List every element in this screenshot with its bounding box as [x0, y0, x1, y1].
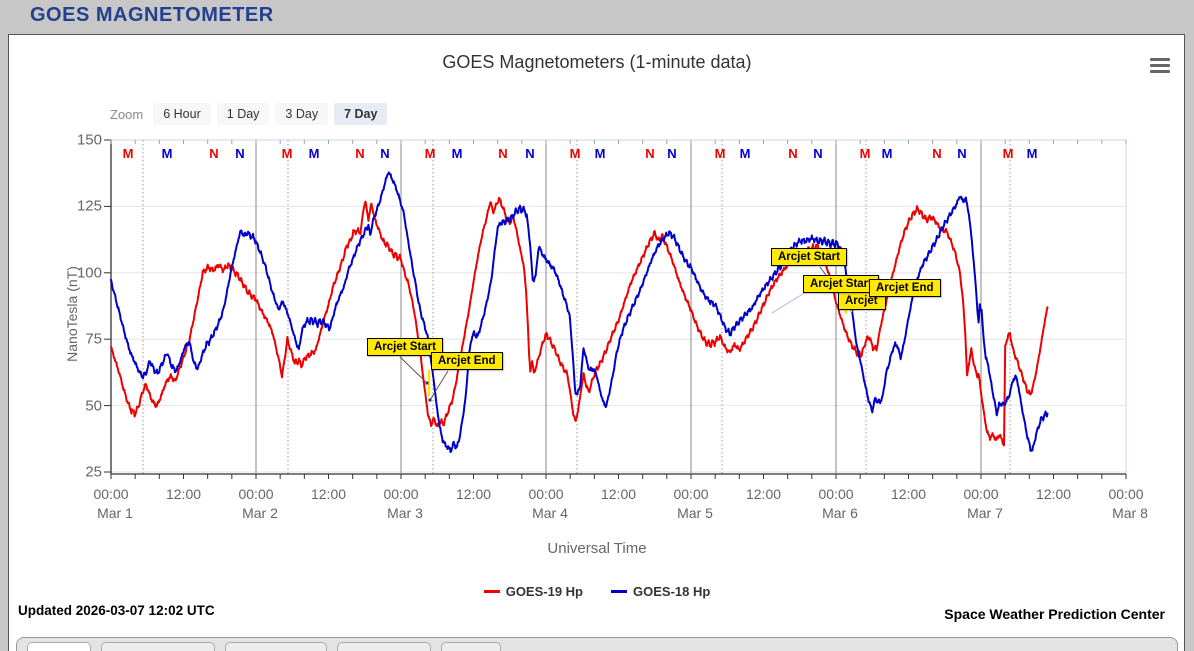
x-tick-0000-mar-3: 00:00 [383, 486, 419, 502]
bottom-tab-4[interactable] [441, 642, 501, 651]
zoom-range-button-1-day[interactable]: 1 Day [216, 103, 270, 125]
hamburger-bar [1150, 58, 1170, 61]
satellite-marker-m-goes-18: M [451, 146, 463, 161]
x-tick-day-mar-3: Mar 3 [387, 505, 423, 521]
satellite-marker-n-goes-19: N [498, 146, 508, 161]
satellite-marker-n-goes-18: N [667, 146, 677, 161]
hamburger-bar [1150, 64, 1170, 67]
legend: GOES-19 Hp GOES-18 Hp [0, 584, 1194, 599]
satellite-marker-n-goes-18: N [235, 146, 245, 161]
x-tick-0000-mar-4: 00:00 [528, 486, 564, 502]
satellite-marker-m-goes-19: M [1002, 146, 1014, 161]
satellite-marker-n-goes-19: N [209, 146, 219, 161]
zoom-range-toolbar: Zoom 6 Hour 1 Day 3 Day 7 Day [110, 103, 388, 125]
x-tick-day-mar-2: Mar 2 [242, 505, 278, 521]
satellite-marker-m-goes-19: M [859, 146, 871, 161]
zoom-label: Zoom [110, 106, 144, 122]
bottom-tab-0[interactable] [27, 642, 91, 651]
satellite-marker-n-goes-18: N [380, 146, 390, 161]
annotation-label-arcjet-start[interactable]: Arcjet Start [803, 275, 879, 293]
x-tick-0000-mar-1: 00:00 [93, 486, 129, 502]
x-tick-day-mar-8: Mar 8 [1112, 505, 1148, 521]
annotation-label-arcjet-start[interactable]: Arcjet Start [771, 248, 847, 266]
annotation-label-arcjet-end[interactable]: Arcjet End [869, 279, 941, 297]
y-tick-label-50: 50 [85, 397, 102, 415]
x-tick-1200: 12:00 [165, 486, 202, 502]
x-tick-day-mar-4: Mar 4 [532, 505, 568, 521]
x-tick-0000-mar-6: 00:00 [818, 486, 854, 502]
zoom-range-button-7-day[interactable]: 7 Day [334, 103, 388, 125]
hamburger-bar [1150, 70, 1170, 73]
satellite-marker-n-goes-18: N [525, 146, 535, 161]
satellite-marker-n-goes-19: N [932, 146, 942, 161]
satellite-marker-n-goes-18: N [957, 146, 967, 161]
satellite-marker-m-goes-19: M [424, 146, 436, 161]
x-tick-day-mar-7: Mar 7 [967, 505, 1003, 521]
legend-text: GOES-19 Hp [505, 584, 583, 599]
satellite-marker-m-goes-19: M [122, 146, 134, 161]
x-tick-1200: 12:00 [455, 486, 492, 502]
satellite-marker-m-goes-19: M [281, 146, 293, 161]
legend-item-goes-18-hp[interactable]: GOES-18 Hp [611, 584, 710, 599]
bottom-tabs [17, 638, 1177, 651]
x-tick-day-mar-1: Mar 1 [97, 505, 133, 521]
bottom-tab-1[interactable] [101, 642, 215, 651]
x-tick-1200: 12:00 [890, 486, 927, 502]
y-tick-label-25: 25 [85, 463, 102, 481]
legend-swatch [483, 590, 500, 593]
satellite-marker-m-goes-18: M [594, 146, 606, 161]
updated-timestamp: Updated 2026-03-07 12:02 UTC [18, 603, 215, 618]
legend-item-goes-19-hp[interactable]: GOES-19 Hp [483, 584, 583, 599]
attribution: Space Weather Prediction Center [944, 606, 1165, 622]
satellite-marker-n-goes-19: N [788, 146, 798, 161]
bottom-tab-2[interactable] [225, 642, 327, 651]
x-tick-day-mar-5: Mar 5 [677, 505, 713, 521]
y-tick-label-125: 125 [76, 197, 102, 215]
x-tick-0000-mar-8: 00:00 [1108, 486, 1144, 502]
hamburger-icon[interactable] [1150, 58, 1170, 74]
legend-swatch [611, 590, 627, 593]
x-tick-0000-mar-7: 00:00 [963, 486, 999, 502]
satellite-marker-m-goes-18: M [308, 146, 320, 161]
satellite-marker-n-goes-18: N [813, 146, 823, 161]
y-tick-label-75: 75 [85, 330, 102, 348]
zoom-range-button-3-day[interactable]: 3 Day [275, 103, 329, 125]
satellite-marker-m-goes-18: M [161, 146, 173, 161]
satellite-marker-n-goes-19: N [355, 146, 365, 161]
x-tick-0000-mar-2: 00:00 [238, 486, 274, 502]
satellite-marker-m-goes-19: M [714, 146, 726, 161]
x-tick-1200: 12:00 [1035, 486, 1072, 502]
x-tick-1200: 12:00 [745, 486, 782, 502]
bottom-widget [16, 637, 1178, 651]
annotation-label-arcjet-end[interactable]: Arcjet End [431, 352, 503, 370]
site-header: GOES MAGNETOMETER [0, 0, 1194, 34]
x-tick-1200: 12:00 [600, 486, 637, 502]
bottom-tab-3[interactable] [337, 642, 431, 651]
y-tick-label-150: 150 [76, 131, 102, 149]
x-tick-day-mar-6: Mar 6 [822, 505, 858, 521]
satellite-marker-m-goes-19: M [569, 146, 581, 161]
x-axis-title: Universal Time [547, 540, 647, 557]
page-title: GOES MAGNETOMETER [30, 4, 274, 26]
satellite-marker-m-goes-18: M [739, 146, 751, 161]
satellite-marker-m-goes-18: M [1026, 146, 1038, 161]
legend-text: GOES-18 Hp [633, 584, 711, 599]
zoom-range-button-6-hour[interactable]: 6 Hour [153, 103, 211, 125]
chart-title: GOES Magnetometers (1-minute data) [442, 52, 752, 72]
x-tick-0000-mar-5: 00:00 [673, 486, 709, 502]
y-tick-label-100: 100 [76, 264, 102, 282]
chart-panel [8, 34, 1185, 651]
satellite-marker-m-goes-18: M [881, 146, 893, 161]
satellite-marker-n-goes-19: N [645, 146, 655, 161]
x-tick-1200: 12:00 [310, 486, 347, 502]
